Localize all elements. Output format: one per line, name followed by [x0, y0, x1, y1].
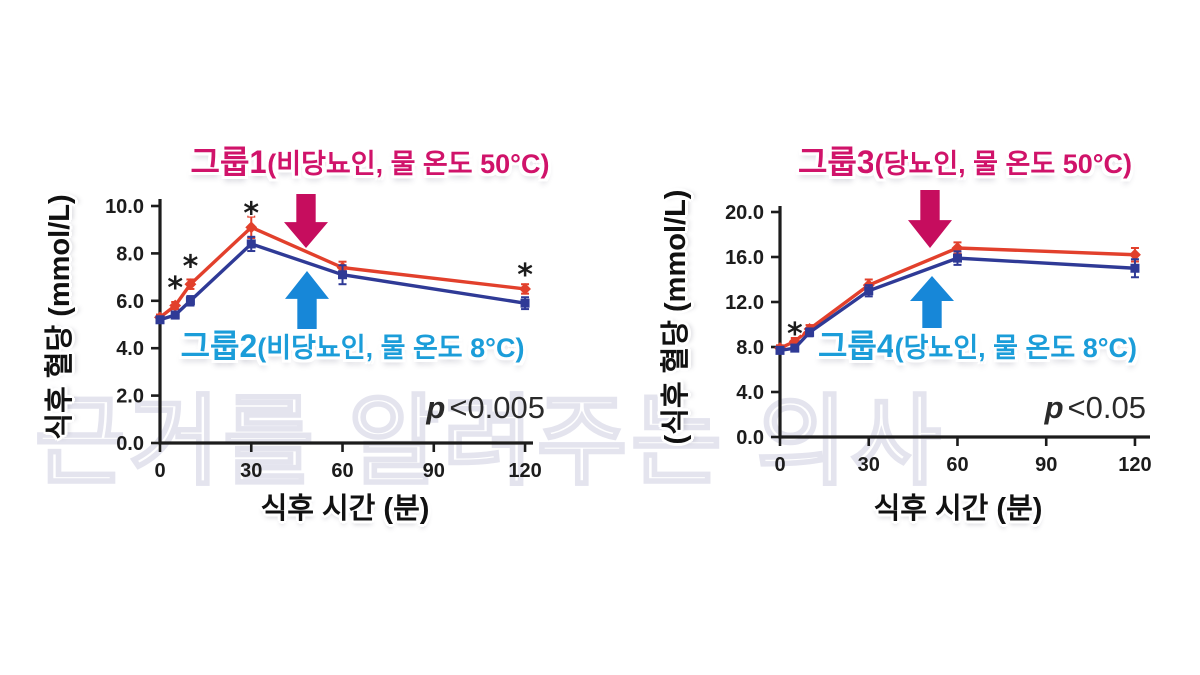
series-label-group2-detail: (비당뇨인, 물 온도 8°C) — [257, 333, 525, 363]
left-p-value: p <0.005 — [350, 390, 545, 426]
right-p-threshold: <0.05 — [1067, 390, 1146, 425]
svg-text:8.0: 8.0 — [736, 337, 764, 359]
svg-text:10.0: 10.0 — [105, 196, 144, 218]
series-label-group4: 그룹4(당뇨인, 물 온도 8°C) — [795, 328, 1160, 364]
svg-text:0.0: 0.0 — [116, 433, 144, 455]
right-p-value: p <0.05 — [958, 390, 1146, 426]
series-label-group1-detail: (비당뇨인, 물 온도 50°C) — [267, 149, 550, 179]
left-p-threshold: <0.005 — [449, 390, 545, 425]
watermark-text: 근거를 알려주는 의사 — [35, 385, 945, 498]
svg-text:*: * — [517, 258, 533, 293]
left-x-axis-title: 식후 시간 (분) — [260, 493, 430, 525]
series-label-group4-detail: (당뇨인, 물 온도 8°C) — [894, 333, 1138, 363]
svg-text:60: 60 — [331, 460, 353, 482]
series-label-group3: 그룹3(당뇨인, 물 온도 50°C) — [725, 144, 1200, 180]
svg-text:2.0: 2.0 — [116, 386, 144, 408]
svg-text:8.0: 8.0 — [116, 243, 144, 265]
series-label-group3-name: 그룹3 — [797, 144, 875, 180]
svg-text:0: 0 — [154, 460, 165, 482]
left-p-symbol: p — [426, 390, 446, 425]
svg-text:20.0: 20.0 — [725, 202, 764, 224]
svg-text:*: * — [787, 317, 803, 352]
svg-text:4.0: 4.0 — [736, 382, 764, 404]
svg-text:*: * — [167, 271, 183, 306]
svg-text:12.0: 12.0 — [725, 292, 764, 314]
svg-text:60: 60 — [946, 454, 968, 476]
left-y-axis-title: 식후 혈당 (mmol/L) — [44, 194, 76, 440]
svg-text:120: 120 — [1118, 454, 1151, 476]
series-label-group1-name: 그룹1 — [190, 144, 268, 180]
svg-text:30: 30 — [858, 454, 880, 476]
svg-text:*: * — [243, 196, 259, 231]
right-y-axis-title: (식후 혈당 (mmol/L) — [660, 189, 692, 445]
svg-text:0: 0 — [774, 454, 785, 476]
svg-text:*: * — [183, 250, 199, 285]
right-p-symbol: p — [1044, 390, 1064, 425]
svg-text:16.0: 16.0 — [725, 247, 764, 269]
series-label-group4-name: 그룹4 — [817, 328, 895, 364]
svg-text:90: 90 — [1035, 454, 1057, 476]
series-label-group3-detail: (당뇨인, 물 온도 50°C) — [874, 149, 1133, 179]
svg-text:90: 90 — [423, 460, 445, 482]
right-x-axis-title: 식후 시간 (분) — [873, 493, 1043, 525]
series-label-group2-name: 그룹2 — [180, 328, 258, 364]
svg-text:30: 30 — [240, 460, 262, 482]
svg-text:6.0: 6.0 — [116, 291, 144, 313]
svg-text:0.0: 0.0 — [736, 427, 764, 449]
series-label-group2: 그룹2(비당뇨인, 물 온도 8°C) — [130, 328, 575, 364]
series-label-group1: 그룹1(비당뇨인, 물 온도 50°C) — [125, 144, 615, 180]
svg-text:120: 120 — [508, 460, 541, 482]
svg-text:4.0: 4.0 — [116, 338, 144, 360]
